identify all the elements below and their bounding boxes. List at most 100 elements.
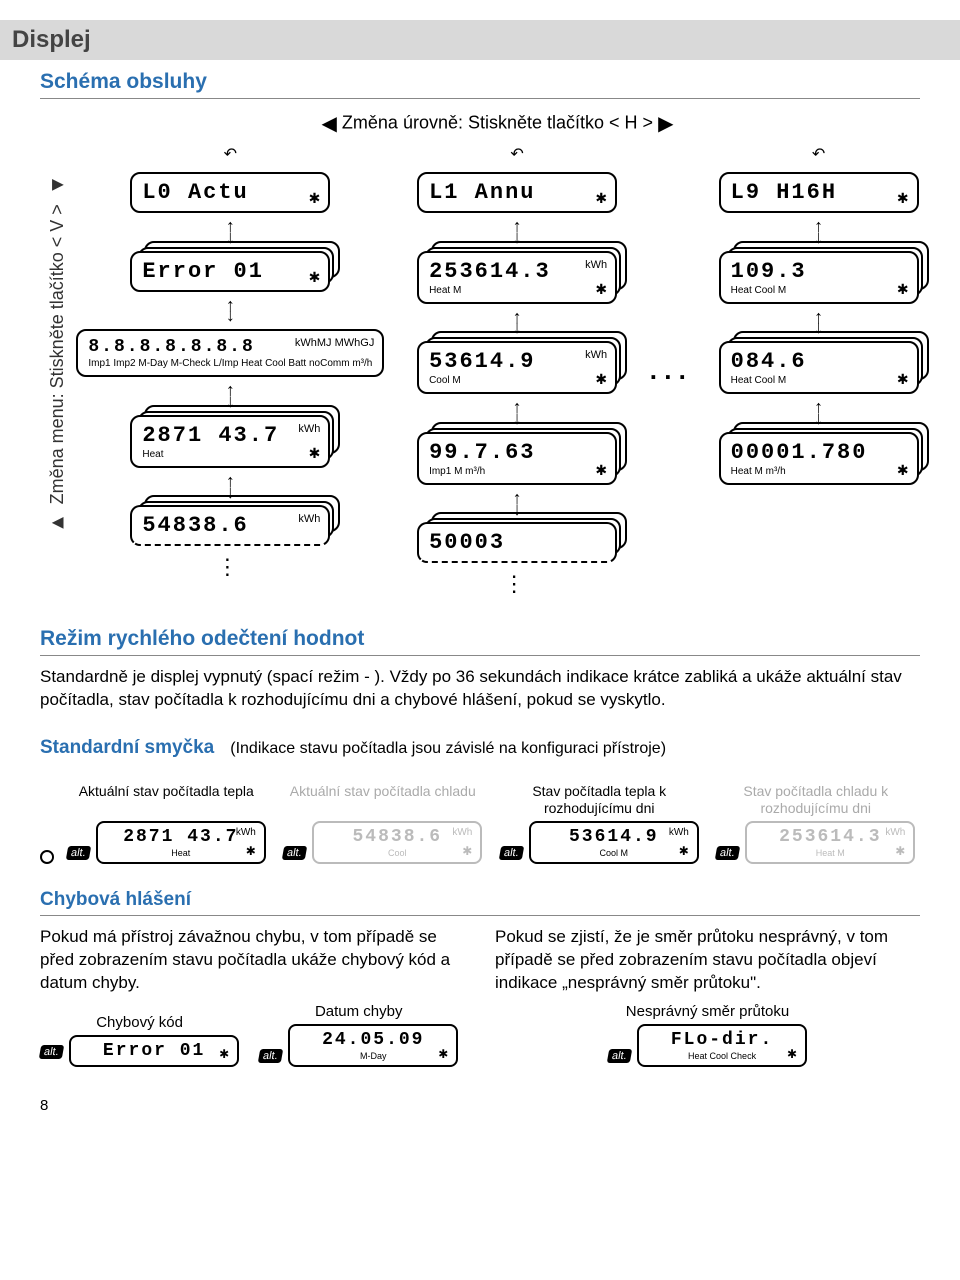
lcd-col3-r2: 084.6 Heat Cool M ✱ — [719, 341, 919, 394]
lcd-sub: Cool M — [429, 376, 605, 386]
lcd-units: kWh — [885, 827, 905, 838]
page-number: 8 — [40, 1097, 920, 1114]
loop-item-1: Aktuální stav počítadla chladu alt. 5483… — [279, 783, 488, 864]
lcd-col2-r1: 253614.3 kWh Heat M ✱ — [417, 251, 617, 304]
lcd-text: 54838.6 — [142, 513, 318, 538]
star-icon: ✱ — [246, 844, 256, 858]
star-icon: ✱ — [219, 1047, 229, 1061]
arrow-vert-icon: ↑↓ — [226, 221, 235, 243]
lcd-sub: Cool M — [539, 849, 689, 858]
arrow-vert-icon: ↑↓ — [226, 300, 235, 322]
lcd-col1-r2: 8.8.8.8.8.8.8 kWhMJ MWhGJ Imp1 Imp2 M-Da… — [76, 329, 384, 377]
loop-cap: Stav počítadla tepla k rozhodujícímu dni — [495, 783, 704, 817]
star-icon: ✱ — [895, 844, 905, 858]
lcd-text: 253614.3 — [429, 259, 605, 284]
loop-item-0: Aktuální stav počítadla tepla alt. 2871 … — [62, 783, 271, 864]
lcd-text: 2871 43.7 — [142, 423, 318, 448]
lcd-text: 253614.3 — [755, 827, 905, 847]
mini-lcd: Error 01 ✱ — [69, 1035, 239, 1067]
lcd-sub: Heat — [106, 849, 256, 858]
err-date-item: Datum chyby alt. 24.05.09 M-Day ✱ — [259, 1003, 458, 1067]
lcd-text: 53614.9 — [539, 827, 689, 847]
loop-arrow-icon: ↶ — [224, 144, 237, 164]
lcd-sub: Heat M — [429, 286, 605, 296]
arrow-up-icon: ▲ — [47, 512, 69, 535]
arrow-vert-icon: ↑↓ — [513, 221, 522, 243]
arrow-down-icon: ▼ — [47, 174, 69, 197]
loop-arrow-icon: ↶ — [510, 144, 523, 164]
header-bar: Displej — [0, 20, 960, 60]
star-icon: ✱ — [897, 281, 909, 298]
star-icon: ✱ — [897, 462, 909, 479]
lcd-col2-r3: 99.7.63 Imp1 M m³/h ✱ — [417, 432, 617, 485]
arrow-vert-icon: ↑↓ — [513, 402, 522, 424]
arrow-vert-icon: ↑↓ — [814, 402, 823, 424]
loop-row: Aktuální stav počítadla tepla alt. 2871 … — [40, 783, 920, 864]
loop-item-3: Stav počítadla chladu k rozhodujícímu dn… — [712, 783, 921, 864]
lcd-text: 50003 — [429, 530, 605, 555]
page-title: Displej — [12, 26, 91, 53]
arrow-vert-icon: ↑↓ — [226, 476, 235, 498]
arrow-vert-icon: ↑↓ — [814, 312, 823, 334]
lcd-units: kWh — [585, 259, 607, 271]
star-icon: ✱ — [309, 190, 321, 207]
dots-icon: ⋮ — [503, 571, 531, 597]
vertical-nav-text: Změna menu: Stiskněte tlačítko < V > — [47, 204, 68, 504]
star-icon: ✱ — [679, 844, 689, 858]
loop-cap: Aktuální stav počítadla chladu — [279, 783, 488, 817]
lcd-units: kWh — [669, 827, 689, 838]
loop-cap: Aktuální stav počítadla tepla — [62, 783, 271, 817]
loop-cap: Stav počítadla chladu k rozhodujícímu dn… — [712, 783, 921, 817]
moon-icon — [40, 850, 54, 864]
mini-lcd: 2871 43.7 kWh Heat ✱ — [96, 821, 266, 864]
lcd-text: 109.3 — [731, 259, 907, 284]
horizontal-nav-label: ◀ Změna úrovně: Stiskněte tlačítko < H >… — [75, 111, 920, 136]
mini-lcd: 253614.3 kWh Heat M ✱ — [745, 821, 915, 864]
star-icon: ✱ — [309, 269, 321, 286]
lcd-sub: Heat M m³/h — [731, 467, 907, 477]
alt-tag: alt. — [39, 1045, 64, 1059]
star-icon: ✱ — [438, 1047, 448, 1061]
err-flow-item: Nesprávný směr průtoku alt. FLo-dir. Hea… — [608, 1003, 807, 1067]
vertical-nav-label: ▲ Změna menu: Stiskněte tlačítko < V > ▼ — [40, 111, 75, 597]
lcd-col2-r4: 50003 — [417, 522, 617, 563]
star-icon: ✱ — [309, 445, 321, 462]
lcd-col1-top: L0 Actu ✱ — [130, 172, 330, 213]
err-cap: Datum chyby — [259, 1003, 458, 1020]
lcd-units: kWh — [298, 423, 320, 435]
lcd-sub: M-Day — [298, 1052, 448, 1061]
lcd-col2-top: L1 Annu ✱ — [417, 172, 617, 213]
lcd-sub: Heat Cool M — [731, 376, 907, 386]
err-cap: Chybový kód — [40, 1014, 239, 1031]
lcd-text: L9 H16H — [731, 180, 907, 205]
diagram: ▲ Změna menu: Stiskněte tlačítko < V > ▼… — [40, 111, 920, 597]
err-code-item: Chybový kód alt. Error 01 ✱ — [40, 1014, 239, 1067]
subtitle: Schéma obsluhy — [40, 70, 920, 99]
star-icon: ✱ — [595, 371, 607, 388]
star-icon: ✱ — [595, 462, 607, 479]
arrow-right-icon: ▶ — [658, 113, 673, 135]
arrow-left-icon: ◀ — [322, 113, 337, 135]
lcd-units: kWh — [298, 513, 320, 525]
errors-left-para: Pokud má přístroj závažnou chybu, v tom … — [40, 926, 465, 995]
lcd-text: L0 Actu — [142, 180, 318, 205]
ellipsis: . . . — [650, 355, 686, 386]
quickread-text: Standardně je displej vypnutý (spací rež… — [40, 667, 902, 709]
loop-heading: Standardní smyčka — [40, 737, 214, 763]
lcd-text: 2871 43.7 — [106, 827, 256, 847]
quickread-heading: Režim rychlého odečtení hodnot — [40, 627, 920, 656]
loop-note: (Indikace stavu počítadla jsou závislé n… — [230, 740, 666, 758]
lcd-sub: Imp1 M m³/h — [429, 467, 605, 477]
err-cap: Nesprávný směr průtoku — [608, 1003, 807, 1020]
lcd-col3-r1: 109.3 Heat Cool M ✱ — [719, 251, 919, 304]
lcd-text: L1 Annu — [429, 180, 605, 205]
diagram-col-3: ↶ L9 H16H ✱ ↑↓ 109.3 Heat Cool M ✱ ↑↓ 08… — [719, 144, 919, 597]
alt-tag: alt. — [65, 846, 90, 860]
lcd-units: kWh — [236, 827, 256, 838]
lcd-sub: Imp1 Imp2 M-Day M-Check L/Imp Heat Cool … — [88, 359, 372, 369]
alt-tag: alt. — [607, 1049, 632, 1063]
lcd-text: FLo-dir. — [647, 1030, 797, 1050]
lcd-sub: Heat M — [755, 849, 905, 858]
lcd-text: 99.7.63 — [429, 440, 605, 465]
lcd-col2-r2: 53614.9 kWh Cool M ✱ — [417, 341, 617, 394]
